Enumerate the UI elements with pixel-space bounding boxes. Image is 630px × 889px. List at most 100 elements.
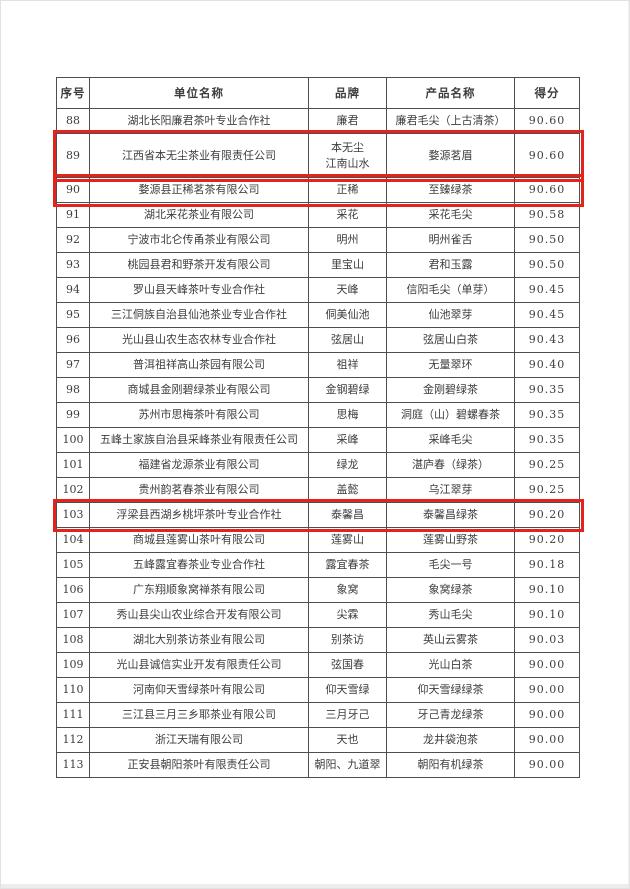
company-cell: 三江县三月三乡耶茶业有限公司 xyxy=(89,702,309,728)
row-index-cell: 102 xyxy=(56,477,90,503)
product-cell: 牙己青龙绿茶 xyxy=(386,702,515,728)
row-index-cell: 96 xyxy=(56,327,90,353)
company-cell: 五峰露宜春茶业专业合作社 xyxy=(89,552,309,578)
brand-line: 莲雾山 xyxy=(331,533,364,547)
brand-line: 金钢碧绿 xyxy=(325,383,370,397)
col-header-score: 得分 xyxy=(514,77,580,109)
product-cell: 朝阳有机绿茶 xyxy=(386,752,515,778)
col-header-index: 序号 xyxy=(56,77,90,109)
table-row: 106 广东翔顺象窝禅茶有限公司 象窝 象窝绿茶 90.10 xyxy=(56,577,580,603)
brand-line: 明州 xyxy=(336,233,359,247)
row-index-cell: 93 xyxy=(56,252,90,278)
product-cell: 仰天雪绿绿茶 xyxy=(386,677,515,703)
table-row: 103 浮梁县西湖乡桃坪茶叶专业合作社 泰馨昌 泰馨昌绿茶 90.20 xyxy=(52,498,584,532)
table-row: 109 光山县诚信实业开发有限责任公司 弦国春 光山白茶 90.00 xyxy=(56,652,580,678)
table-row: 113 正安县朝阳茶叶有限责任公司 朝阳、九道翠 朝阳有机绿茶 90.00 xyxy=(56,752,580,778)
row-index-cell: 108 xyxy=(56,627,90,653)
brand-cell: 里宝山 xyxy=(308,252,387,278)
product-cell: 乌江翠芽 xyxy=(386,477,515,503)
brand-line: 三月牙己 xyxy=(325,708,370,722)
company-cell: 湖北采花茶业有限公司 xyxy=(89,202,309,228)
brand-cell: 弦居山 xyxy=(308,327,387,353)
company-cell: 五峰土家族自治县采峰茶业有限责任公司 xyxy=(89,427,309,453)
company-cell: 秀山县尖山农业综合开发有限公司 xyxy=(89,602,309,628)
brand-cell: 别茶访 xyxy=(308,627,387,653)
brand-line: 泰馨昌 xyxy=(331,508,364,522)
brand-line: 盖懿 xyxy=(336,483,359,497)
brand-cell: 象窝 xyxy=(308,577,387,603)
score-cell: 90.43 xyxy=(514,327,580,353)
brand-line: 朝阳、九道翠 xyxy=(314,758,381,772)
score-cell: 90.03 xyxy=(514,627,580,653)
company-cell: 普洱祖祥高山茶园有限公司 xyxy=(89,352,309,378)
brand-line: 侗美仙池 xyxy=(325,308,370,322)
table-row: 95 三江侗族自治县仙池茶业专业合作社 侗美仙池 仙池翠芽 90.45 xyxy=(56,302,580,328)
product-cell: 君和玉露 xyxy=(386,252,515,278)
company-cell: 光山县诚信实业开发有限责任公司 xyxy=(89,652,309,678)
score-cell: 90.40 xyxy=(514,352,580,378)
brand-cell: 廉君 xyxy=(308,108,387,134)
company-cell: 贵州韵茗春茶业有限公司 xyxy=(89,477,309,503)
product-cell: 仙池翠芽 xyxy=(386,302,515,328)
row-index-cell: 89 xyxy=(56,133,90,178)
brand-cell: 弦国春 xyxy=(308,652,387,678)
brand-cell: 朝阳、九道翠 xyxy=(308,752,387,778)
row-index-cell: 92 xyxy=(56,227,90,253)
product-cell: 英山云雾茶 xyxy=(386,627,515,653)
score-cell: 90.35 xyxy=(514,377,580,403)
score-cell: 90.18 xyxy=(514,552,580,578)
row-index-cell: 110 xyxy=(56,677,90,703)
company-cell: 商城县金刚碧绿茶业有限公司 xyxy=(89,377,309,403)
table-row: 107 秀山县尖山农业综合开发有限公司 尖霖 秀山毛尖 90.10 xyxy=(56,602,580,628)
table-row: 89 江西省本无尘茶业有限责任公司 本无尘 江南山水 婺源茗眉 90.60 xyxy=(52,129,584,182)
score-cell: 90.60 xyxy=(514,108,580,134)
score-cell: 90.10 xyxy=(514,602,580,628)
row-index-cell: 104 xyxy=(56,527,90,553)
brand-line: 采峰 xyxy=(336,433,359,447)
score-cell: 90.45 xyxy=(514,277,580,303)
table-row: 88 湖北长阳廉君茶叶专业合作社 廉君 廉君毛尖（上古清茶） 90.60 xyxy=(56,108,580,134)
brand-line: 思梅 xyxy=(336,408,359,422)
brand-line: 天峰 xyxy=(336,283,359,297)
brand-cell: 绿龙 xyxy=(308,452,387,478)
row-index-cell: 107 xyxy=(56,602,90,628)
brand-cell: 泰馨昌 xyxy=(308,502,387,528)
brand-line: 里宝山 xyxy=(331,258,364,272)
brand-cell: 祖祥 xyxy=(308,352,387,378)
col-header-brand: 品牌 xyxy=(308,77,387,109)
product-cell: 洞庭（山）碧螺春茶 xyxy=(386,402,515,428)
brand-cell: 金钢碧绿 xyxy=(308,377,387,403)
score-cell: 90.25 xyxy=(514,452,580,478)
product-cell: 明州雀舌 xyxy=(386,227,515,253)
product-cell: 无量翠环 xyxy=(386,352,515,378)
table-row: 93 桃园县君和野茶开发有限公司 里宝山 君和玉露 90.50 xyxy=(56,252,580,278)
brand-cell: 本无尘 江南山水 xyxy=(308,133,387,178)
company-cell: 湖北大别茶访茶业有限公司 xyxy=(89,627,309,653)
company-cell: 商城县莲雾山茶叶有限公司 xyxy=(89,527,309,553)
row-index-cell: 103 xyxy=(56,502,90,528)
brand-line: 象窝 xyxy=(336,583,359,597)
row-index-cell: 90 xyxy=(56,177,90,203)
brand-line: 采花 xyxy=(336,208,359,222)
score-cell: 90.50 xyxy=(514,252,580,278)
score-cell: 90.58 xyxy=(514,202,580,228)
product-cell: 湛庐春（绿茶） xyxy=(386,452,515,478)
score-cell: 90.60 xyxy=(514,133,580,178)
brand-line: 本无尘 xyxy=(331,140,364,154)
score-cell: 90.00 xyxy=(514,727,580,753)
brand-line: 正稀 xyxy=(336,183,359,197)
score-cell: 90.00 xyxy=(514,702,580,728)
brand-line: 露宜春茶 xyxy=(325,558,370,572)
brand-cell: 正稀 xyxy=(308,177,387,203)
product-cell: 至臻绿茶 xyxy=(386,177,515,203)
brand-cell: 莲雾山 xyxy=(308,527,387,553)
table-row: 105 五峰露宜春茶业专业合作社 露宜春茶 毛尖一号 90.18 xyxy=(56,552,580,578)
brand-cell: 尖霖 xyxy=(308,602,387,628)
company-cell: 三江侗族自治县仙池茶业专业合作社 xyxy=(89,302,309,328)
table-row: 99 苏州市思梅茶叶有限公司 思梅 洞庭（山）碧螺春茶 90.35 xyxy=(56,402,580,428)
company-cell: 宁波市北仑传甬茶业有限公司 xyxy=(89,227,309,253)
score-cell: 90.00 xyxy=(514,652,580,678)
col-header-company: 单位名称 xyxy=(89,77,309,109)
brand-cell: 三月牙己 xyxy=(308,702,387,728)
